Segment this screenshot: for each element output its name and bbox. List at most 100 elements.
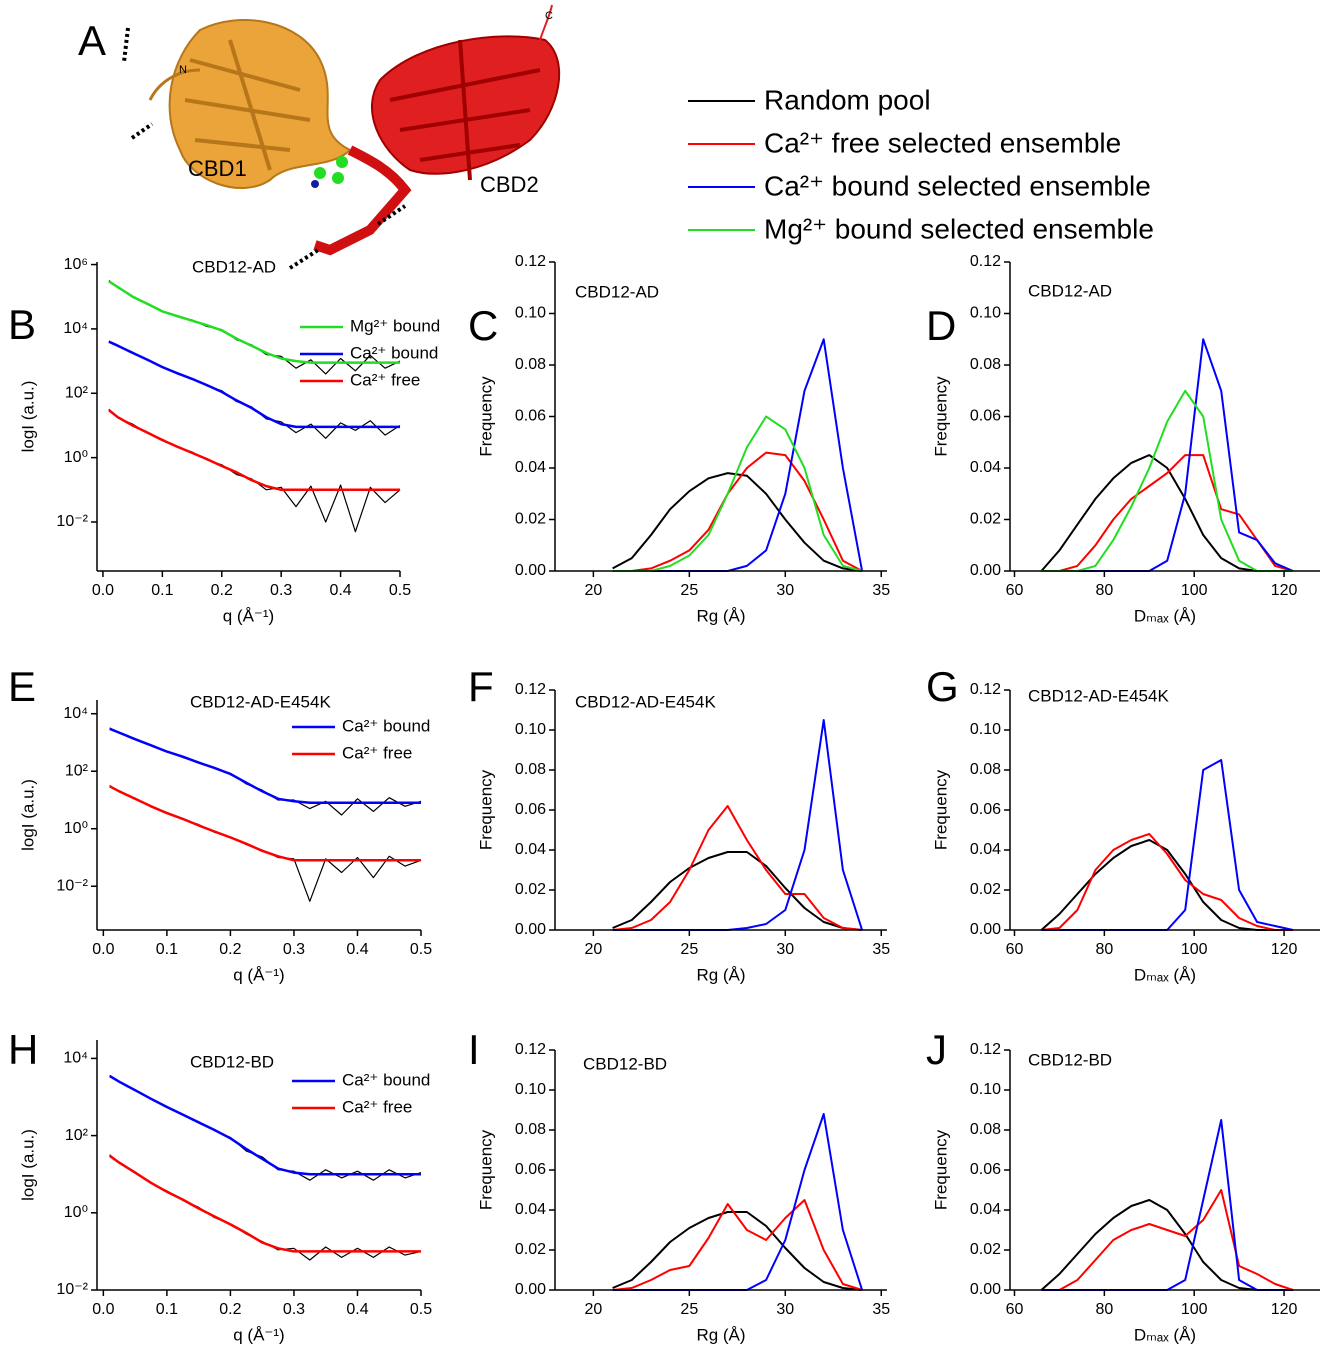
panel: 20 25 30 35 0.00 0.02 0.04 0.06 0.08 0.10 0.12 Rg (… [468,663,890,984]
x-tick-label: 0.1 [156,1301,178,1318]
panel: 0.0 0.1 0.2 0.3 0.4 0.5 10⁴ 10² 10⁰ 10⁻² q (Å⁻¹) lo… [8,1026,432,1344]
y-tick-label: 10⁴ [63,705,88,722]
series-line [612,472,863,572]
y-tick-label: 0.12 [515,1041,546,1058]
x-tick-label: 20 [584,582,602,599]
x-tick-label: 0.2 [219,941,241,958]
panel-letter: G [926,663,959,710]
ion [311,180,319,188]
panel: 60 80 100 120 0.00 0.02 0.04 0.06 0.08 0.10 0.12 Dₘ… [926,253,1320,625]
y-tick-label: 0.08 [970,761,1001,778]
y-tick-label: 10⁶ [64,256,88,273]
linker-helix [313,145,412,256]
x-tick-label: 120 [1271,941,1298,958]
series-line [109,1075,422,1181]
x-tick-label: 0.3 [283,1301,305,1318]
x-tick-label: 30 [776,941,794,958]
x-tick-label: 35 [872,582,890,599]
legend-label: Random pool [764,84,931,115]
chart-title: CBD12-BD [583,1054,667,1073]
chart-title: CBD12-AD-E454K [575,692,716,711]
x-axis-label: Dₘₐₓ (Å) [1134,965,1196,984]
cbd1-ribbon [168,19,352,189]
series-line [1041,1119,1293,1291]
x-tick-label: 0.2 [219,1301,241,1318]
x-tick-label: 60 [1006,1301,1024,1318]
y-axis-label: logI (a.u.) [18,779,37,851]
y-tick-label: 0.00 [515,921,546,938]
y-tick-label: 0.02 [515,1241,546,1258]
y-tick-label: 10⁻² [56,1281,88,1298]
legend-label: Ca²⁺ bound selected ensemble [764,170,1151,201]
y-tick-label: 0.08 [970,356,1001,373]
domain-label: CBD2 [480,172,539,197]
y-tick-label: 0.00 [515,562,546,579]
y-tick-label: 10² [65,762,89,779]
x-tick-label: 0.4 [329,582,351,599]
chart-title: CBD12-AD [192,257,276,276]
panel-letter: A [78,17,106,64]
legend-label: Ca²⁺ free [350,370,420,389]
series-line [109,785,421,862]
panel: 0.0 0.1 0.2 0.3 0.4 0.5 10⁶ 10⁴ 10² 10⁰ 10⁻² q (Å⁻¹… [8,256,440,626]
legend-label: Ca²⁺ bound [350,343,438,362]
y-tick-label: 0.10 [515,1081,546,1098]
y-axis-label: Frequency [931,376,950,457]
y-tick-label: 0.00 [515,1281,546,1298]
x-tick-label: 0.0 [92,1301,114,1318]
x-axis-label: q (Å⁻¹) [233,965,284,984]
chart-title: CBD12-AD [1028,281,1112,300]
x-tick-label: 100 [1181,1301,1208,1318]
series-line [1041,1189,1294,1291]
y-tick-label: 10² [65,1127,89,1144]
cbd2-strands [389,39,541,181]
series-line [1040,1199,1293,1291]
cbd1-tail [148,68,201,101]
y-axis-label: Frequency [476,376,495,457]
x-axis-label: Dₘₐₓ (Å) [1134,606,1196,625]
panel-letter: E [8,663,36,710]
x-tick-label: 100 [1181,941,1208,958]
series-line [612,805,863,931]
series-line [108,280,400,364]
y-tick-label: 0.06 [515,801,546,818]
y-axis-label: Frequency [931,1129,950,1210]
y-tick-label: 0.06 [515,408,546,425]
y-tick-label: 0.08 [970,1121,1001,1138]
y-axis-label: Frequency [476,1129,495,1210]
y-tick-label: 0.12 [970,681,1001,698]
series-line [109,727,421,805]
x-axis-label: q (Å⁻¹) [223,606,274,625]
y-tick-label: 10⁻² [56,513,88,530]
y-tick-label: 0.06 [970,1161,1001,1178]
panel: 20 25 30 35 0.00 0.02 0.04 0.06 0.08 0.10 0.12 Rg (… [468,1026,890,1344]
chart-title: CBD12-BD [190,1052,274,1071]
series-line [612,451,863,572]
terminus-label: N [179,64,187,76]
y-tick-label: 10² [65,384,89,401]
y-tick-label: 0.04 [970,1201,1001,1218]
series-line [108,1154,421,1253]
x-tick-label: 0.1 [151,582,173,599]
series-line [612,851,863,931]
series-line [612,415,863,572]
x-axis-label: Rg (Å) [696,1325,745,1344]
y-tick-label: 0.02 [970,511,1001,528]
series-line [109,1074,421,1176]
x-tick-label: 60 [1006,941,1024,958]
y-tick-label: 0.08 [515,1121,546,1138]
y-tick-label: 0.12 [970,253,1001,270]
dotted-ends [122,27,407,270]
x-tick-label: 80 [1095,941,1113,958]
ion [332,172,344,184]
series-line [108,409,400,492]
y-tick-label: 0.06 [970,801,1001,818]
y-axis-label: Frequency [931,769,950,850]
x-tick-label: 120 [1271,1301,1298,1318]
x-tick-label: 35 [872,941,890,958]
ion [314,167,326,179]
legend-label: Ca²⁺ bound [342,1070,430,1089]
y-tick-label: 0.02 [515,511,546,528]
figure-legend: Random pool Ca²⁺ free selected ensemble Ca… [688,84,1154,244]
x-axis-label: Rg (Å) [696,606,745,625]
